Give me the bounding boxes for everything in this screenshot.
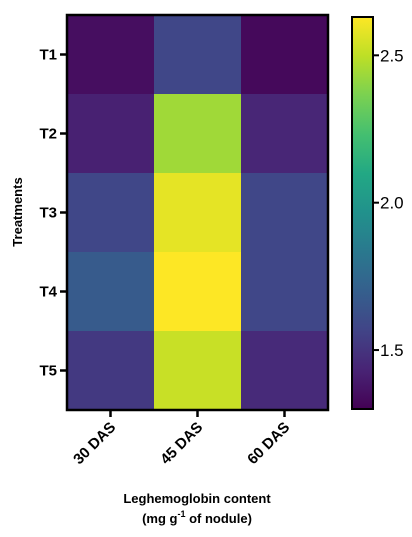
x-axis-title-line1: Leghemoglobin content	[123, 491, 271, 506]
x-tick-label: 45 DAS	[157, 419, 206, 468]
x-axis-title-line2-prefix: (mg g	[142, 511, 177, 526]
colorbar-tick-label: 2.5	[380, 46, 404, 65]
y-tick-label: T1	[39, 47, 57, 64]
heatmap-cell	[154, 173, 242, 253]
x-axis-title-line2: (mg g-1 of nodule)	[142, 509, 252, 526]
heatmap-cell	[67, 252, 155, 332]
x-axis-ticks: 30 DAS 45 DAS 60 DAS	[70, 410, 293, 468]
x-axis-title-superscript: -1	[177, 509, 185, 519]
x-tick-label: 60 DAS	[244, 419, 293, 468]
heatmap-cell	[241, 331, 329, 411]
heatmap-cell	[67, 173, 155, 253]
x-tick-label: 30 DAS	[70, 419, 119, 468]
heatmap-cell	[154, 15, 242, 95]
heatmap-cell	[67, 94, 155, 174]
heatmap-cell	[241, 173, 329, 253]
heatmap-cell	[154, 331, 242, 411]
y-tick-label: T4	[39, 284, 57, 301]
colorbar-ticks: 1.5 2.0 2.5	[373, 46, 404, 360]
heatmap-cell	[241, 94, 329, 174]
y-tick-label: T2	[39, 126, 57, 143]
y-axis-title: Treatments	[10, 177, 25, 246]
heatmap-cell	[154, 94, 242, 174]
y-tick-label: T3	[39, 205, 57, 222]
y-tick-label: T5	[39, 363, 57, 380]
colorbar-tick-label: 1.5	[380, 341, 404, 360]
y-axis-ticks: T1 T2 T3 T4 T5	[39, 47, 67, 380]
heatmap-cell	[67, 331, 155, 411]
heatmap-cell	[67, 15, 155, 95]
x-axis-title-line2-suffix: of nodule)	[185, 511, 251, 526]
heatmap-cell	[241, 252, 329, 332]
heatmap-cells	[67, 15, 329, 411]
heatmap-cell	[154, 252, 242, 332]
colorbar-tick-label: 2.0	[380, 194, 404, 213]
colorbar	[351, 16, 374, 410]
heatmap-cell	[241, 15, 329, 95]
